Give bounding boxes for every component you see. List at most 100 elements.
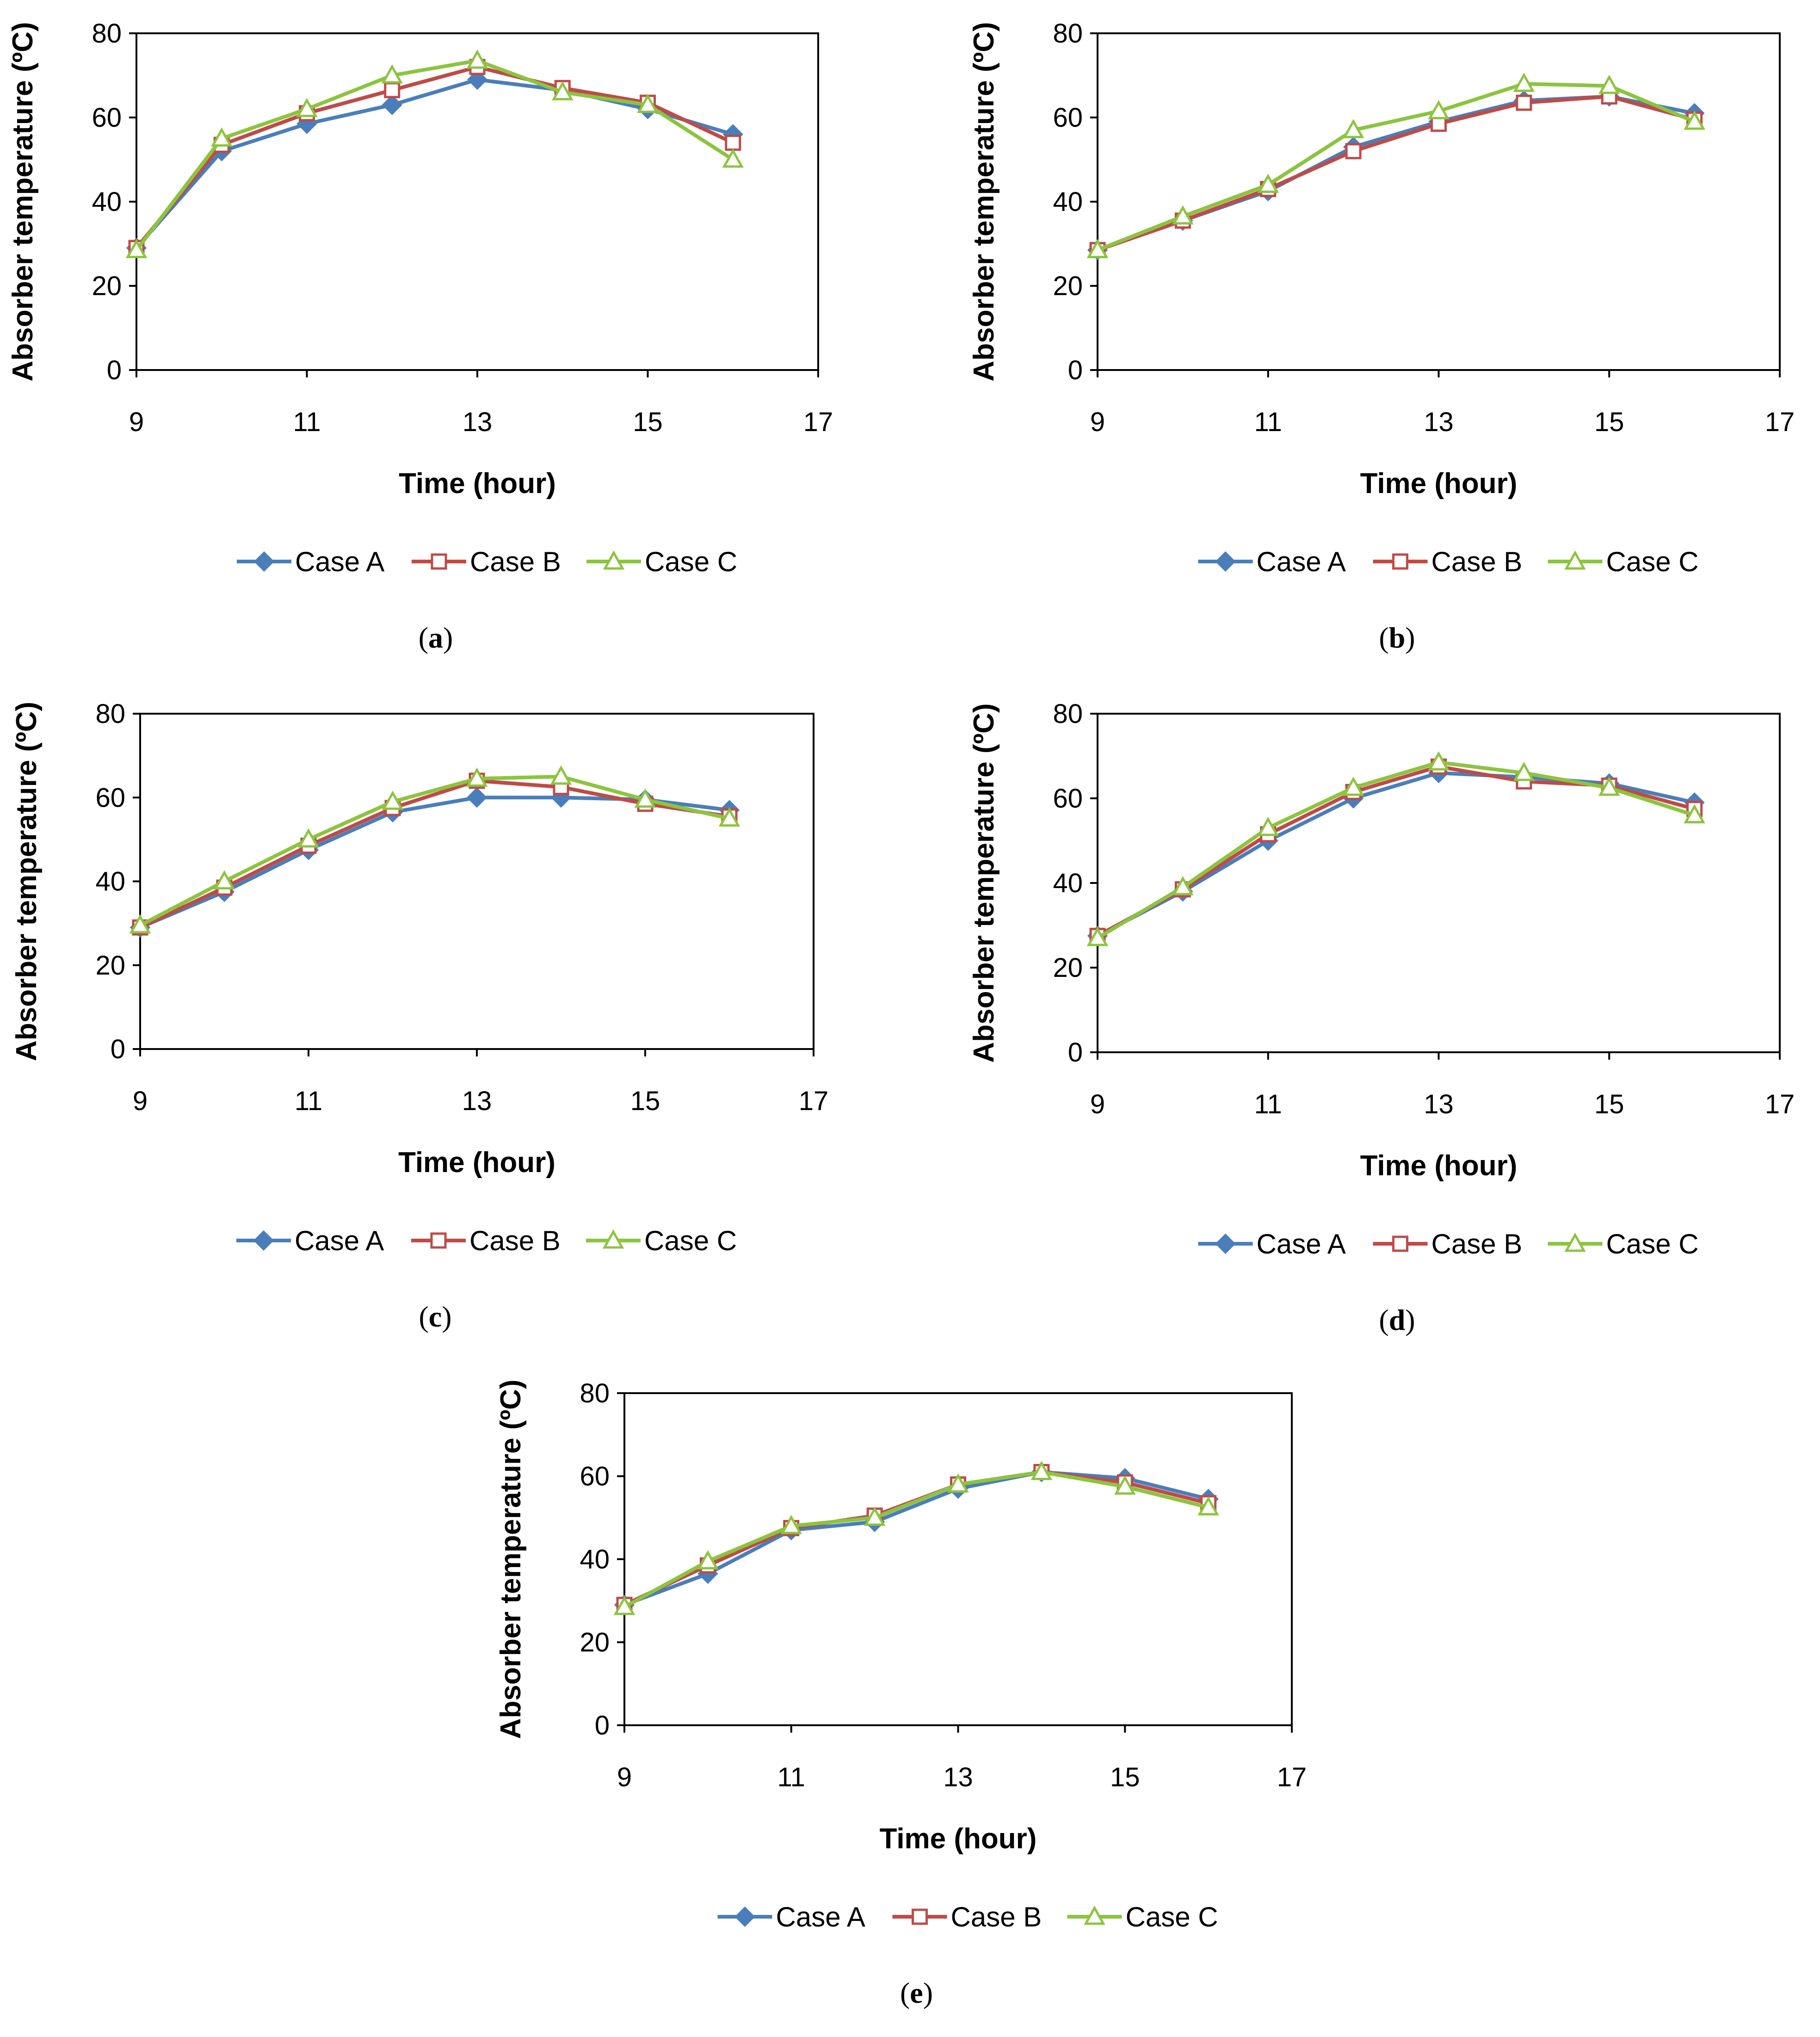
chart-panel-e: 0 20 40 60 80 9 11 13 15 17 Time (hour) Absorber te… (495, 1378, 1307, 2009)
legend-label: Case C (645, 546, 737, 577)
y-tick-label: 0 (1068, 1037, 1083, 1068)
legend-label: Case C (1606, 546, 1699, 577)
y-tick-label: 0 (111, 1034, 125, 1064)
x-axis-title: Time (hour) (398, 1147, 555, 1179)
legend-item: Case C (586, 1225, 737, 1256)
data-point (718, 807, 740, 827)
y-tick-label: 80 (92, 19, 122, 49)
data-point (1197, 1496, 1219, 1516)
data-point (637, 93, 659, 113)
series-line-case-b (1097, 94, 1695, 252)
data-point (613, 1596, 635, 1615)
data-point (1342, 119, 1364, 138)
series-line-case-c (623, 1470, 1209, 1609)
y-tick-label: 20 (92, 271, 122, 301)
x-tick-label: 9 (1090, 407, 1105, 437)
legend-item: Case A (717, 1901, 865, 1932)
panel-caption: (d) (1379, 1303, 1415, 1336)
series-line-case-a (139, 796, 730, 929)
legend-item: Case A (1198, 546, 1346, 577)
series-line-case-a (1097, 771, 1695, 938)
data-point (296, 98, 318, 117)
y-axis-title: Absorber temperature (ºC) (968, 22, 1000, 381)
data-point (634, 788, 656, 808)
data-point (1172, 205, 1194, 225)
x-tick-label: 9 (129, 407, 144, 437)
y-tick-label: 40 (1053, 868, 1083, 898)
y-tick-label: 80 (1053, 19, 1083, 49)
legend-label: Case A (295, 1225, 384, 1256)
panel-caption: (c) (419, 1300, 451, 1333)
legend-swatch-marker (430, 1232, 447, 1249)
legend-item: Case B (1373, 1228, 1523, 1259)
legend-item: Case A (236, 1225, 384, 1256)
legend-label: Case C (1126, 1901, 1218, 1932)
data-point (1086, 239, 1109, 259)
data-point (384, 82, 401, 99)
legend-item: Case B (1373, 546, 1523, 577)
y-tick-label: 60 (92, 103, 122, 133)
data-point (1030, 1461, 1053, 1481)
data-point (780, 1515, 802, 1534)
legend-label: Case B (1431, 1228, 1523, 1259)
y-tick-label: 60 (580, 1462, 610, 1492)
series-line-case-a (623, 1470, 1209, 1607)
legend-swatch-marker (603, 550, 625, 570)
legend-label: Case B (1431, 546, 1523, 577)
y-tick-label: 80 (95, 699, 125, 729)
legend: Case A Case B Case C (717, 1901, 1218, 1932)
data-point (466, 767, 488, 787)
y-tick-label: 60 (1053, 103, 1083, 133)
legend-label: Case A (1257, 546, 1346, 577)
legend-swatch-marker (1215, 551, 1236, 572)
data-point (129, 914, 151, 934)
legend-swatch-marker (431, 553, 447, 570)
plot-area-frame (139, 713, 814, 1050)
x-tick-label: 13 (462, 1086, 492, 1116)
x-tick-label: 15 (1110, 1762, 1140, 1792)
data-point (1114, 1475, 1136, 1495)
x-tick-label: 11 (777, 1762, 805, 1792)
data-point (1342, 777, 1364, 796)
panel-caption: (b) (1379, 621, 1415, 654)
x-tick-label: 17 (799, 1086, 829, 1116)
y-tick-label: 80 (1053, 699, 1083, 729)
legend-item: Case C (1067, 1901, 1218, 1932)
legend-label: Case C (1606, 1228, 1699, 1259)
legend-swatch-marker (253, 1230, 274, 1251)
legend-label: Case C (644, 1225, 737, 1256)
data-point (125, 239, 148, 259)
legend-item: Case B (892, 1901, 1042, 1932)
legend-swatch-marker (734, 1906, 755, 1927)
data-point (382, 790, 404, 810)
x-tick-label: 13 (943, 1762, 973, 1792)
data-point (1598, 777, 1620, 796)
x-axis-title: Time (hour) (1360, 468, 1518, 500)
chart-panel-d: 0 20 40 60 80 9 11 13 15 17 Time (hour) Absorber te… (968, 699, 1795, 1336)
y-axis-title: Absorber temperature (ºC) (495, 1379, 527, 1739)
data-point (551, 81, 574, 100)
y-tick-label: 60 (95, 783, 125, 813)
legend-label: Case A (1257, 1228, 1346, 1259)
data-point (1428, 751, 1450, 771)
y-tick-label: 40 (95, 867, 125, 897)
data-point (213, 870, 235, 889)
data-point (1513, 73, 1535, 92)
y-axis-title: Absorber temperature (ºC) (7, 22, 39, 381)
data-point (1513, 761, 1535, 781)
data-point (1345, 143, 1362, 160)
data-point (297, 828, 320, 848)
y-tick-label: 40 (92, 187, 122, 217)
x-tick-label: 15 (1594, 407, 1624, 437)
legend: Case A Case B Case C (236, 1225, 737, 1256)
data-point (1598, 74, 1620, 94)
data-point (210, 127, 233, 147)
legend-item: Case B (411, 1225, 561, 1256)
x-tick-label: 17 (1765, 1089, 1795, 1119)
data-point (1257, 816, 1279, 836)
y-tick-label: 80 (580, 1378, 610, 1408)
chart-panel-a: 0 20 40 60 80 9 11 13 15 17 Time (hour) Absorber te… (7, 19, 833, 654)
legend-swatch-marker (912, 1908, 928, 1925)
x-tick-label: 11 (293, 407, 321, 437)
